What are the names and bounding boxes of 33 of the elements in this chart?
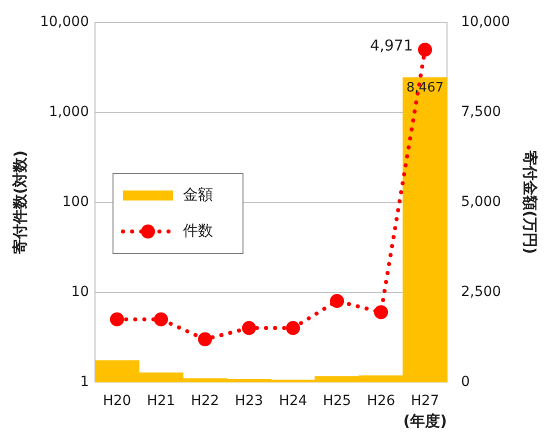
y-axis-title: 寄付件数(対数) (10, 150, 29, 254)
legend-label: 金額 (182, 185, 213, 204)
point (286, 321, 300, 336)
x-axis-title: (年度) (403, 412, 448, 430)
y2-tick-label: 5,000 (461, 194, 502, 210)
data-label: 4,971 (370, 36, 414, 55)
y-tick-label: 10 (71, 284, 89, 300)
point (242, 321, 256, 336)
legend-label: 件数 (182, 221, 213, 240)
x-tick-label: H22 (190, 393, 220, 410)
x-tick-label: H20 (102, 393, 132, 410)
x-tick-label: H25 (322, 393, 352, 410)
y2-tick-label: 7,500 (461, 104, 502, 120)
point (374, 305, 388, 320)
x-tick-label: H26 (366, 393, 396, 410)
data-label: 8,467 (406, 80, 444, 96)
x-tick-label: H23 (234, 393, 264, 410)
x-tick-label: H27 (410, 393, 440, 410)
y-tick-label: 10,000 (40, 14, 89, 30)
x-tick-label: H21 (146, 393, 176, 410)
y-tick-label: 1,000 (48, 104, 89, 120)
y-tick-label: 1 (80, 374, 89, 390)
y2-tick-label: 0 (461, 374, 470, 390)
point (330, 294, 344, 308)
y2-tick-label: 10,000 (461, 14, 510, 30)
y2-tick-label: 2,500 (461, 284, 502, 300)
point (154, 312, 168, 326)
point (110, 312, 124, 326)
y-tick-label: 100 (62, 194, 89, 210)
y2-axis-title: 寄付金額(万円) (521, 150, 540, 254)
x-tick-label: H24 (278, 393, 308, 410)
point (198, 332, 212, 346)
point (418, 42, 432, 57)
